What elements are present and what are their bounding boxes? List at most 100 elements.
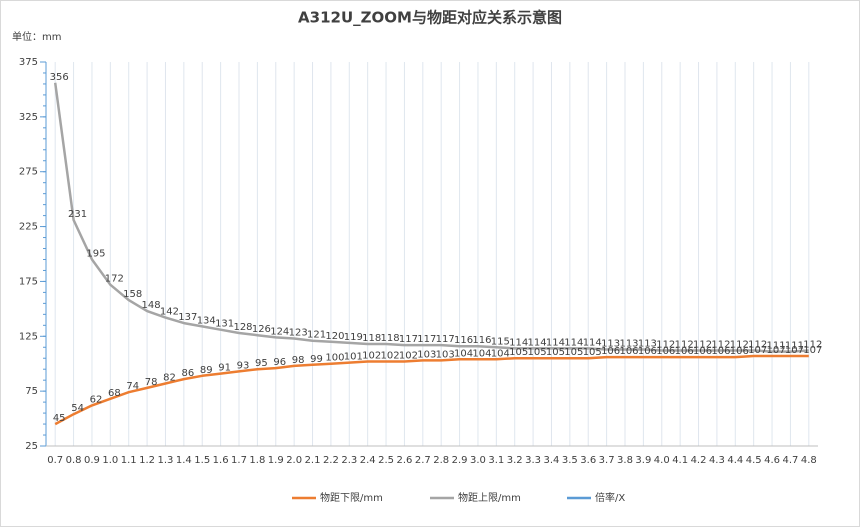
y-tick-label: 25 bbox=[25, 441, 38, 452]
data-label: 95 bbox=[255, 358, 268, 369]
data-label: 89 bbox=[200, 365, 213, 376]
data-label: 121 bbox=[307, 330, 326, 341]
data-label: 107 bbox=[785, 345, 804, 356]
data-label: 114 bbox=[564, 337, 583, 348]
data-label: 117 bbox=[436, 334, 455, 345]
data-label: 82 bbox=[163, 372, 176, 383]
data-label: 231 bbox=[68, 209, 87, 220]
x-tick-label: 3.2 bbox=[507, 455, 523, 466]
data-label: 74 bbox=[126, 381, 139, 392]
data-label: 137 bbox=[178, 312, 197, 323]
x-tick-label: 1.0 bbox=[102, 455, 118, 466]
x-tick-label: 2.5 bbox=[378, 455, 394, 466]
data-label: 134 bbox=[197, 315, 216, 326]
legend-label: 倍率/X bbox=[595, 491, 625, 504]
data-label: 104 bbox=[472, 348, 491, 359]
data-label: 120 bbox=[325, 331, 344, 342]
data-label: 102 bbox=[381, 351, 400, 362]
data-label: 86 bbox=[181, 368, 194, 379]
x-tick-label: 2.8 bbox=[433, 455, 449, 466]
data-label: 123 bbox=[289, 327, 308, 338]
x-tick-label: 4.6 bbox=[764, 455, 780, 466]
y-tick-label: 325 bbox=[19, 112, 38, 123]
x-tick-label: 3.6 bbox=[580, 455, 596, 466]
x-tick-label: 1.1 bbox=[121, 455, 137, 466]
x-tick-label: 3.5 bbox=[562, 455, 578, 466]
data-label: 105 bbox=[528, 347, 547, 358]
data-label: 114 bbox=[528, 337, 547, 348]
series-line bbox=[53, 82, 809, 353]
x-tick-label: 1.2 bbox=[139, 455, 155, 466]
x-tick-label: 3.4 bbox=[544, 455, 560, 466]
data-label: 102 bbox=[362, 351, 381, 362]
x-tick-label: 4.0 bbox=[654, 455, 670, 466]
x-tick-label: 1.4 bbox=[176, 455, 192, 466]
data-label: 107 bbox=[767, 345, 786, 356]
data-label: 102 bbox=[399, 351, 418, 362]
data-label: 195 bbox=[86, 248, 105, 259]
x-tick-label: 3.0 bbox=[470, 455, 486, 466]
data-label: 112 bbox=[675, 340, 694, 351]
data-label: 112 bbox=[693, 340, 712, 351]
data-label: 106 bbox=[619, 346, 638, 357]
data-label: 118 bbox=[381, 333, 400, 344]
data-label: 106 bbox=[675, 346, 694, 357]
x-tick-label: 4.2 bbox=[691, 455, 707, 466]
data-label: 112 bbox=[803, 340, 822, 351]
data-label: 103 bbox=[417, 349, 436, 360]
data-label: 68 bbox=[108, 388, 121, 399]
y-tick-label: 125 bbox=[19, 331, 38, 342]
data-label: 116 bbox=[454, 335, 473, 346]
x-tick-label: 2.2 bbox=[323, 455, 339, 466]
data-label: 106 bbox=[693, 346, 712, 357]
data-label: 113 bbox=[619, 338, 638, 349]
data-label: 112 bbox=[656, 340, 675, 351]
data-label: 106 bbox=[638, 346, 657, 357]
data-label: 128 bbox=[233, 322, 252, 333]
x-tick-label: 3.1 bbox=[488, 455, 504, 466]
data-label: 114 bbox=[583, 337, 602, 348]
data-label: 116 bbox=[472, 335, 491, 346]
plot-area bbox=[53, 82, 809, 426]
data-label: 106 bbox=[656, 346, 675, 357]
data-label: 117 bbox=[417, 334, 436, 345]
data-label: 78 bbox=[145, 377, 158, 388]
data-label: 114 bbox=[509, 337, 528, 348]
x-tick-label: 1.9 bbox=[268, 455, 284, 466]
data-label: 105 bbox=[509, 347, 528, 358]
data-label: 119 bbox=[344, 332, 363, 343]
data-label: 118 bbox=[362, 333, 381, 344]
data-label: 111 bbox=[785, 341, 804, 352]
data-label: 96 bbox=[273, 357, 286, 368]
data-label: 99 bbox=[310, 354, 323, 365]
data-label: 115 bbox=[491, 336, 510, 347]
data-label: 105 bbox=[546, 347, 565, 358]
grid bbox=[54, 62, 810, 446]
x-tick-label: 3.8 bbox=[617, 455, 633, 466]
data-label: 45 bbox=[53, 413, 66, 424]
x-tick-label: 3.7 bbox=[599, 455, 615, 466]
y-tick-label: 75 bbox=[25, 386, 38, 397]
data-label: 142 bbox=[160, 307, 179, 318]
data-label: 54 bbox=[71, 403, 84, 414]
data-label: 356 bbox=[50, 72, 69, 83]
x-tick-label: 1.8 bbox=[249, 455, 265, 466]
x-tick-label: 4.7 bbox=[782, 455, 798, 466]
x-tick-label: 4.5 bbox=[746, 455, 762, 466]
data-label: 172 bbox=[105, 274, 124, 285]
data-label: 106 bbox=[711, 346, 730, 357]
data-label: 126 bbox=[252, 324, 271, 335]
data-label: 107 bbox=[748, 345, 767, 356]
x-tick-label: 0.9 bbox=[84, 455, 100, 466]
data-label: 91 bbox=[218, 363, 231, 374]
data-label: 112 bbox=[730, 340, 749, 351]
x-tick-label: 2.7 bbox=[415, 455, 431, 466]
data-label: 105 bbox=[583, 347, 602, 358]
x-tick-label: 4.8 bbox=[801, 455, 817, 466]
data-label: 112 bbox=[711, 340, 730, 351]
legend-label: 物距下限/mm bbox=[320, 491, 383, 504]
x-tick-label: 4.1 bbox=[672, 455, 688, 466]
data-label: 158 bbox=[123, 289, 142, 300]
